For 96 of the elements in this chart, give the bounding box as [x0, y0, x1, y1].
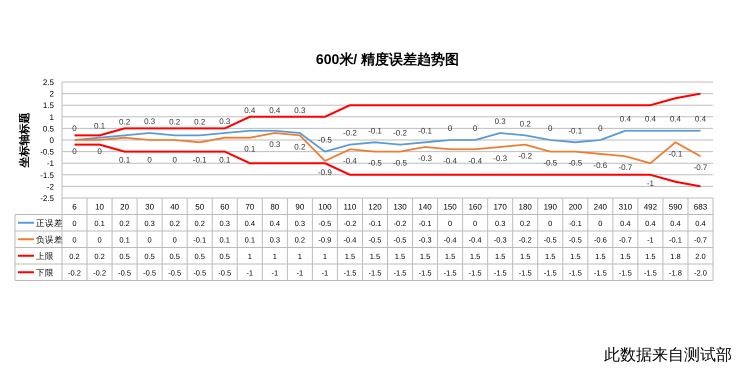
text: 0.2 — [119, 117, 130, 126]
text: -0.2 — [393, 128, 407, 138]
text: 0.2 — [520, 119, 531, 128]
y-tick-label: -2 — [46, 182, 55, 192]
text: 0 — [147, 156, 152, 165]
text: -0.2 — [343, 128, 357, 138]
text: 0.4 — [269, 106, 280, 115]
text: 0.1 — [244, 144, 256, 154]
text: 0 — [72, 124, 77, 133]
text: 0.2 — [194, 117, 206, 126]
text: -0.1 — [568, 126, 582, 136]
text: -0.1 — [668, 149, 682, 158]
x-tick-label: 180 — [518, 202, 532, 212]
x-tick-label: 50 — [195, 202, 205, 212]
text: -0.7 — [694, 163, 708, 172]
text: -0.4 — [443, 156, 457, 166]
x-tick-label: 590 — [668, 202, 683, 212]
text: 0.4 — [644, 114, 656, 124]
text: 0.3 — [219, 117, 230, 126]
text: 0 — [97, 147, 102, 156]
text: 0 — [448, 124, 452, 133]
text: -0.3 — [493, 154, 508, 163]
text: 0.1 — [219, 156, 230, 165]
x-tick-label: 683 — [694, 202, 708, 212]
x-tick-label: 70 — [245, 202, 255, 212]
y-tick-label: 1 — [50, 112, 55, 122]
legend-label: 下限 — [36, 267, 54, 278]
x-tick-label: 120 — [368, 202, 382, 212]
y-tick-label: -2.5 — [40, 194, 55, 203]
text: 0 — [472, 124, 478, 133]
text: -0.5 — [568, 158, 582, 168]
y-axis-title: 坐标轴标题 — [18, 112, 31, 168]
chart-title: 600米/ 精度误差趋势图 — [316, 51, 460, 67]
text: -0.3 — [418, 154, 432, 163]
text: -0.5 — [393, 158, 407, 168]
text: 0.4 — [670, 114, 682, 124]
text: -0.2 — [518, 152, 532, 161]
y-tick-label: 0 — [50, 136, 55, 145]
x-tick-label: 160 — [468, 202, 482, 212]
text: -1 — [646, 178, 654, 188]
text: 0.3 — [494, 117, 506, 126]
text: 0.1 — [119, 156, 130, 165]
x-tick-label: 200 — [568, 202, 583, 212]
x-tick-label: 492 — [644, 202, 658, 212]
text: 0.1 — [94, 122, 106, 131]
x-tick-label: 140 — [418, 202, 432, 212]
text: 0.2 — [169, 117, 180, 126]
x-tick-label: 90 — [295, 202, 305, 212]
legend-label: 正误差 — [36, 218, 63, 228]
x-tick-label: 240 — [594, 202, 608, 212]
text: -0.7 — [618, 163, 632, 172]
x-tick-label: 60 — [220, 202, 230, 212]
x-tick-label: 40 — [170, 202, 180, 212]
x-tick-label: 310 — [618, 202, 633, 212]
y-tick-label: -1 — [46, 159, 55, 168]
text: 此数据来自测试部 — [604, 346, 732, 364]
text: 0 — [172, 156, 177, 165]
x-tick-label: 10 — [95, 202, 105, 212]
x-tick-label: 110 — [344, 202, 357, 212]
x-tick-label: 190 — [544, 202, 558, 212]
text: 0 — [598, 124, 603, 133]
text: 0.2 — [294, 142, 306, 152]
legend-label: 负误差 — [36, 234, 63, 244]
legend-label: 上限 — [36, 250, 54, 261]
x-tick-label: 30 — [145, 202, 155, 212]
x-tick-label: 170 — [493, 202, 508, 212]
x-tick-label: 150 — [443, 202, 458, 212]
text: -0.5 — [368, 158, 382, 168]
x-tick-label: 20 — [120, 202, 130, 212]
x-tick-label: 130 — [393, 202, 408, 212]
text: 0.4 — [244, 106, 256, 115]
x-tick-label: 80 — [270, 202, 280, 212]
text: -0.5 — [318, 136, 332, 145]
x-tick-label: 6 — [72, 202, 78, 212]
text: -0.6 — [593, 160, 608, 170]
y-tick-label: 2 — [50, 90, 55, 99]
text: 0.3 — [269, 140, 280, 150]
text: -0.1 — [368, 126, 382, 136]
text: 0.4 — [620, 114, 631, 124]
text: 0.3 — [294, 106, 306, 115]
text: -0.9 — [318, 168, 332, 177]
y-tick-label: 2.5 — [42, 78, 55, 87]
text: -0.5 — [543, 158, 558, 168]
y-tick-label: -1.5 — [40, 170, 55, 180]
text: -0.4 — [468, 156, 482, 166]
text: 0.3 — [144, 117, 156, 126]
x-tick-label: 100 — [318, 202, 332, 212]
text: 0.4 — [694, 114, 706, 124]
text: -0.1 — [418, 126, 432, 136]
text: 0 — [548, 124, 552, 133]
text: 0 — [72, 147, 77, 156]
y-tick-label: 1.5 — [42, 101, 55, 110]
text: -0.1 — [192, 156, 207, 165]
y-tick-label: -0.5 — [40, 148, 55, 157]
text: -0.4 — [343, 156, 357, 166]
y-tick-label: 0.5 — [42, 124, 55, 134]
